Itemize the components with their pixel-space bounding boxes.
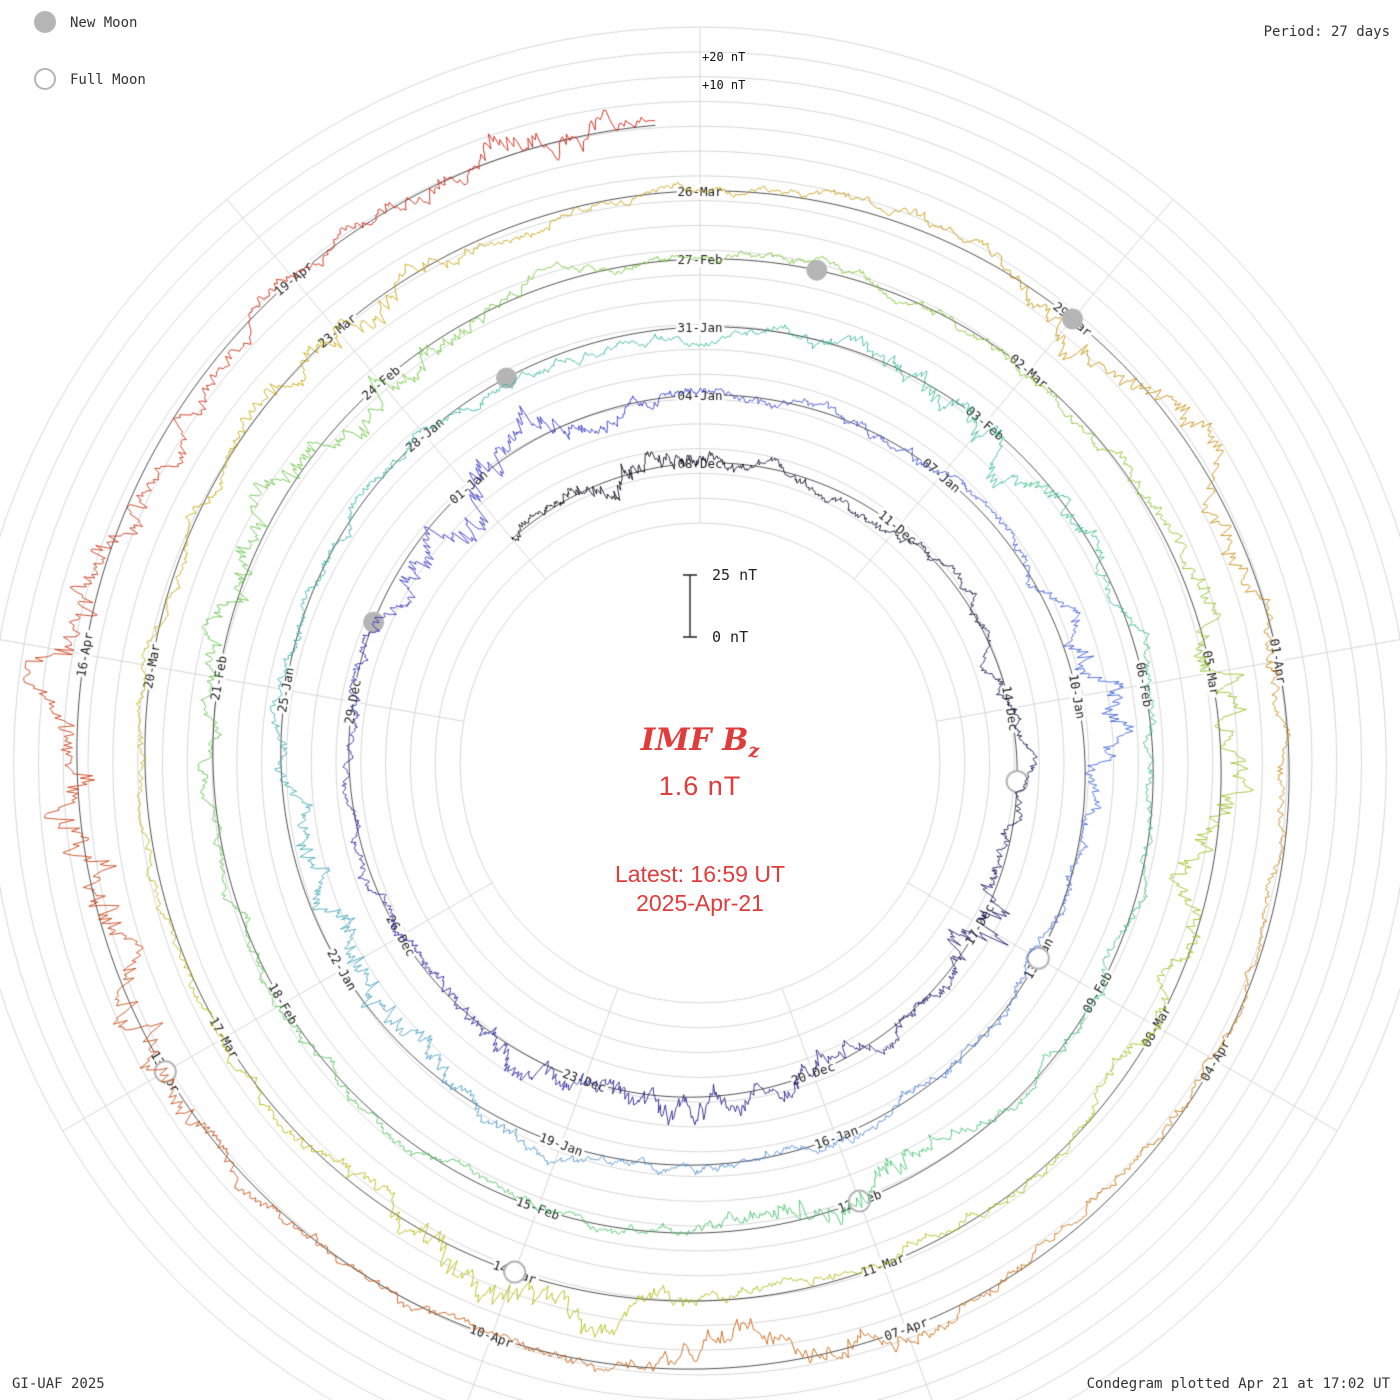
latest-time-label: Latest: 16:59 UT [614,861,786,887]
legend-new-moon-row [34,11,56,33]
imf-bz-title-sub: z [748,740,760,763]
scale-25nt-label: 25 nT [712,566,758,584]
center-annotation: IMF Bz 1.6 nT [641,722,760,802]
scale-0nt-label: 0 nT [712,628,749,646]
plus10-nt-label: +10 nT [702,78,746,92]
legend-full-moon-label: Full Moon [70,72,146,88]
imf-bz-value: 1.6 nT [658,771,742,802]
imf-bz-title: IMF Bz [641,722,760,762]
credit-label: GI-UAF 2025 [12,1376,105,1392]
new-moon-icon [34,11,56,33]
latest-block: Latest: 16:59 UT 2025-Apr-21 [615,860,785,918]
plotted-note: Condegram plotted Apr 21 at 17:02 UT [1086,1376,1390,1392]
plus20-nt-label: +20 nT [702,50,746,64]
latest-date-label: 2025-Apr-21 [636,890,764,916]
period-label: Period: 27 days [1263,24,1390,40]
imf-bz-title-main: IMF B [640,722,749,758]
legend-full-moon-row [34,68,56,90]
legend-new-moon-label: New Moon [70,15,138,31]
full-moon-icon [34,68,56,90]
